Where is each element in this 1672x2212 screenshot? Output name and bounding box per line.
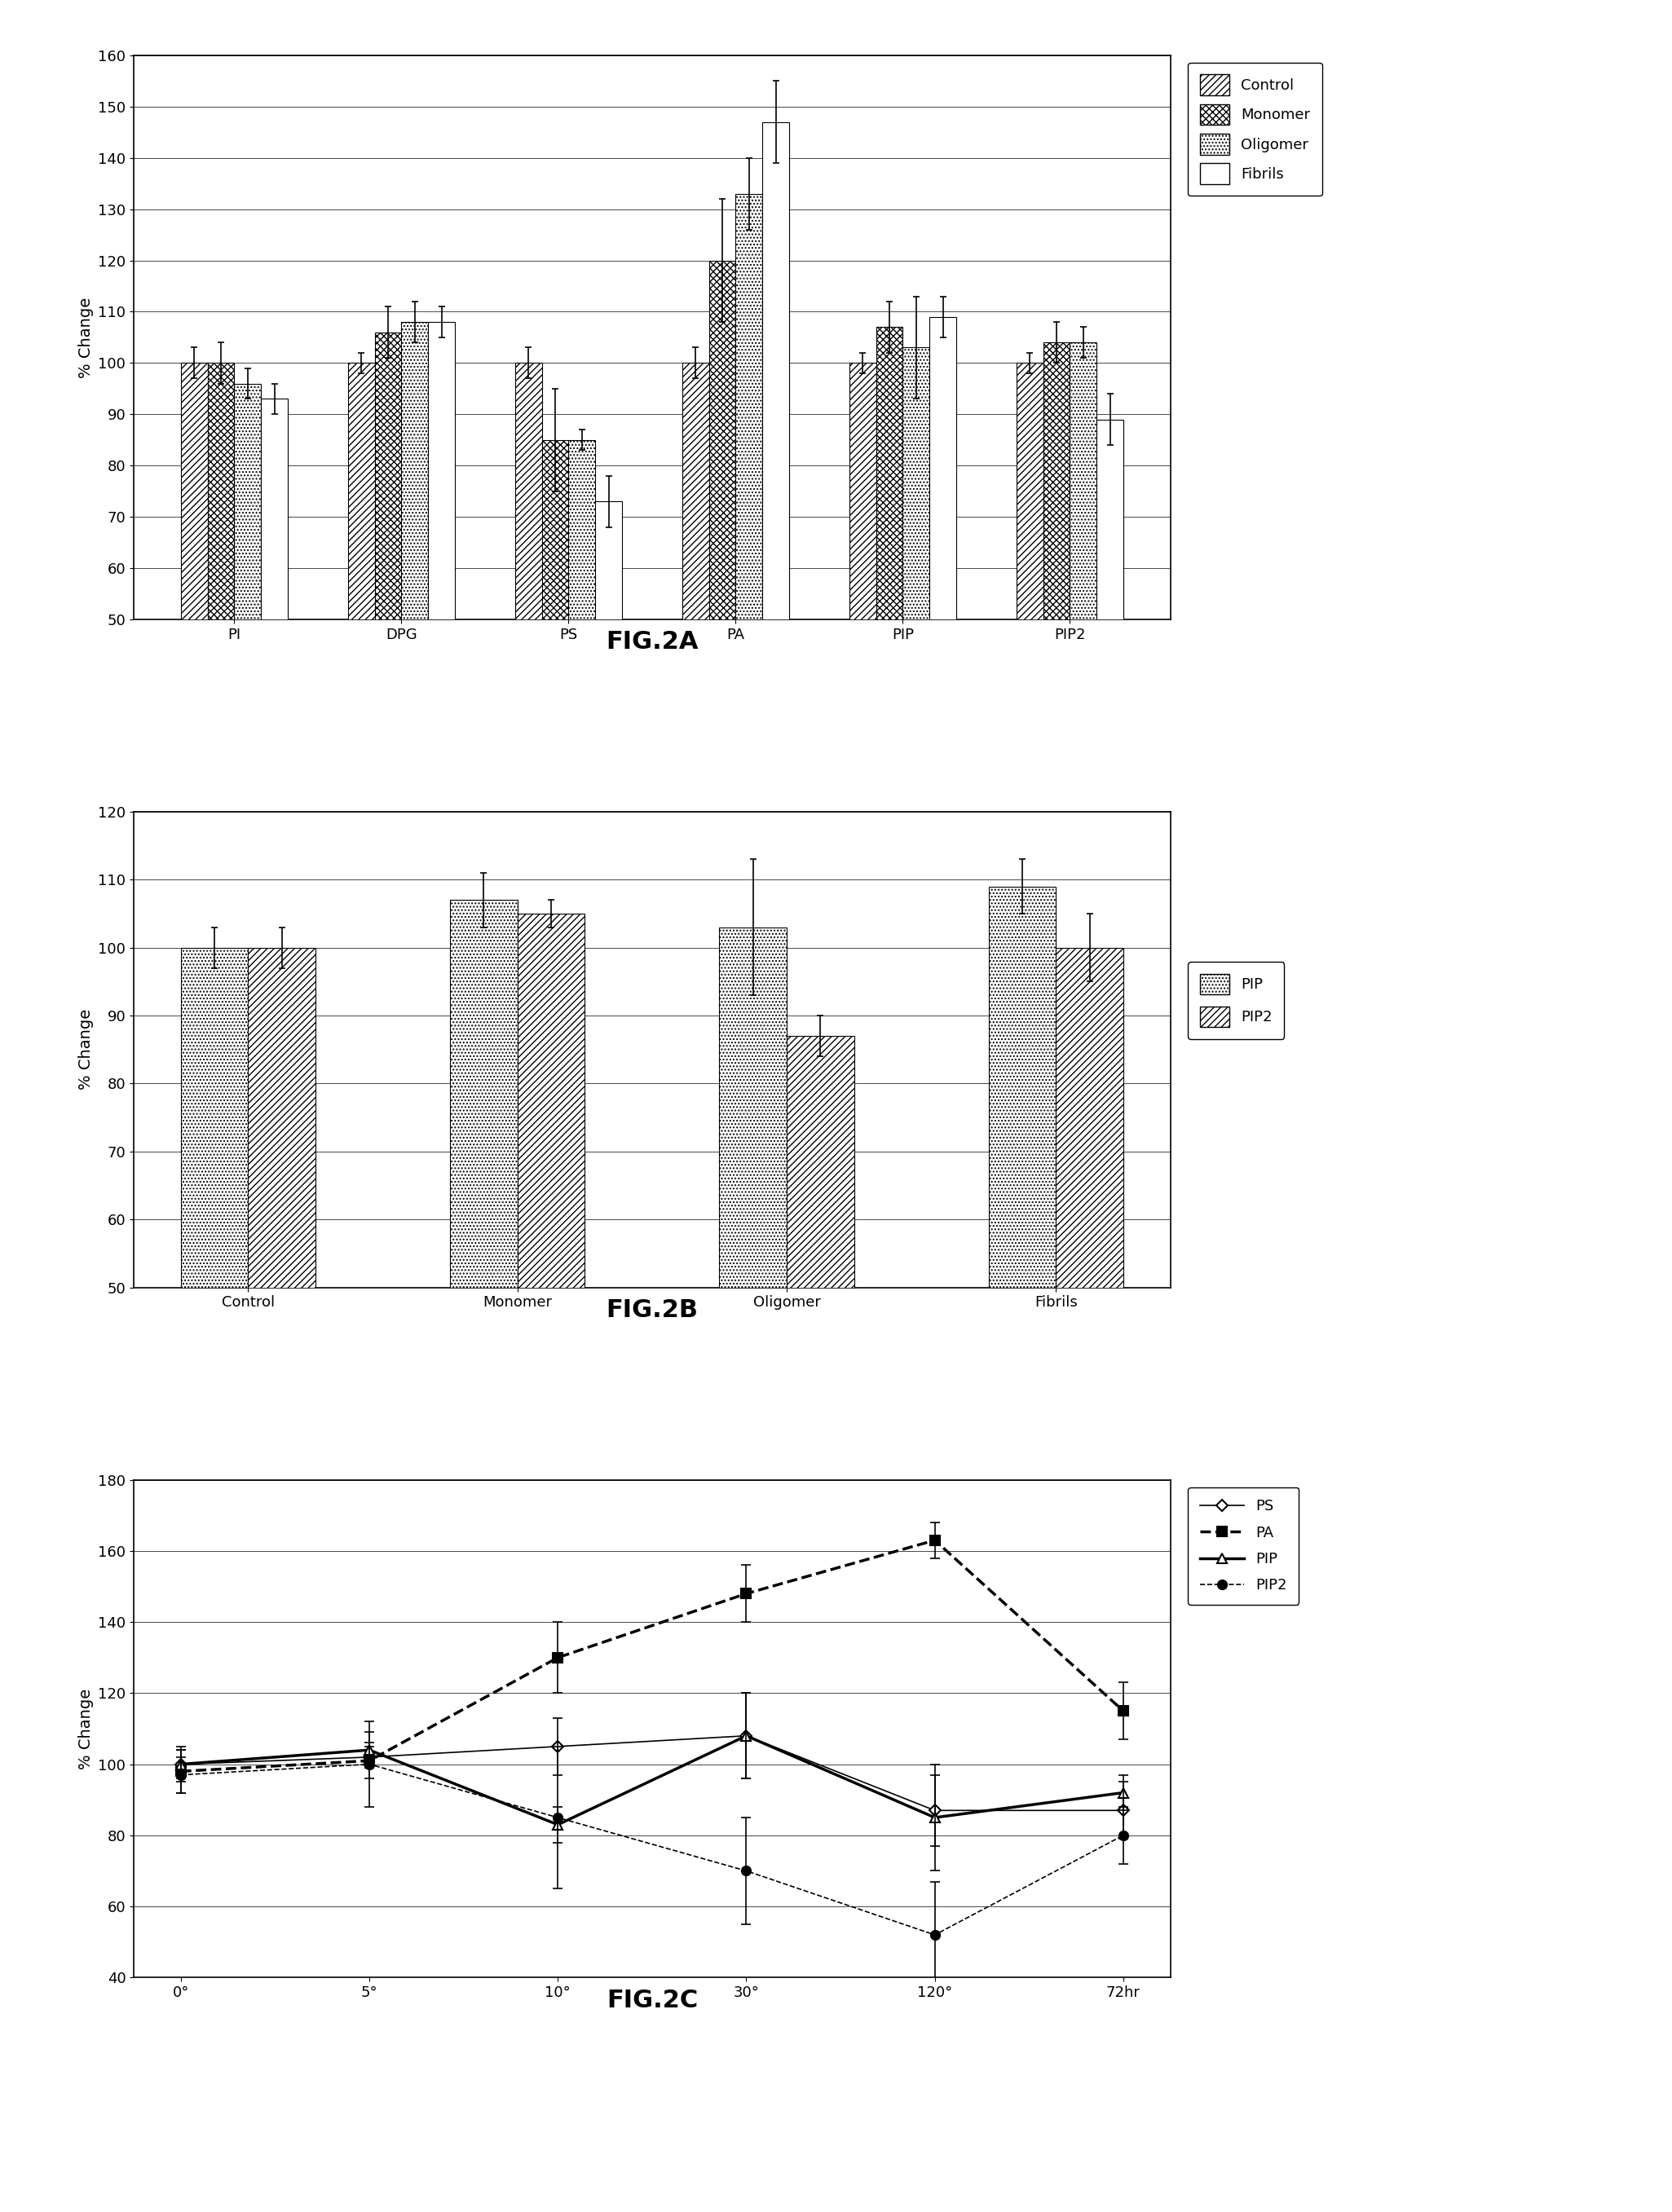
Y-axis label: % Change: % Change — [79, 296, 94, 378]
Bar — [719, 927, 788, 1628]
Bar — [930, 316, 956, 876]
Bar — [682, 363, 709, 876]
Bar — [542, 440, 568, 876]
Bar — [568, 440, 595, 876]
Bar — [450, 900, 517, 1628]
Line: PIP2: PIP2 — [176, 1761, 1129, 1940]
Legend: Control, Monomer, Oligomer, Fibrils: Control, Monomer, Oligomer, Fibrils — [1189, 62, 1323, 197]
PIP2 — [171, 1761, 191, 1787]
Bar — [247, 947, 316, 1628]
Bar — [181, 363, 207, 876]
Bar — [1070, 343, 1097, 876]
Bar — [234, 383, 261, 876]
Line: PA: PA — [176, 1535, 1129, 1776]
Bar — [849, 363, 876, 876]
Bar — [1043, 343, 1070, 876]
PA — [171, 1759, 191, 1785]
Legend: PS, PA, PIP, PIP2: PS, PA, PIP, PIP2 — [1189, 1486, 1299, 1604]
Y-axis label: % Change: % Change — [79, 1009, 94, 1091]
Bar — [736, 195, 762, 876]
PIP — [171, 1752, 191, 1778]
PIP2 — [736, 1858, 756, 1885]
PA — [736, 1579, 756, 1606]
Bar — [876, 327, 903, 876]
Bar — [903, 347, 930, 876]
PIP2 — [925, 1922, 945, 1949]
Line: PS: PS — [177, 1732, 1127, 1814]
PA — [1114, 1697, 1134, 1723]
PA — [925, 1526, 945, 1553]
Text: FIG.2C: FIG.2C — [607, 1989, 697, 2013]
Y-axis label: % Change: % Change — [79, 1688, 94, 1770]
PS — [925, 1796, 945, 1823]
Bar — [261, 398, 288, 876]
PIP — [736, 1723, 756, 1750]
Bar — [375, 332, 401, 876]
Bar — [515, 363, 542, 876]
Text: FIG.2B: FIG.2B — [605, 1298, 699, 1323]
Bar — [988, 887, 1057, 1628]
PIP2 — [1114, 1823, 1134, 1849]
PIP — [925, 1805, 945, 1832]
Bar — [709, 261, 736, 876]
Bar — [762, 122, 789, 876]
Bar — [207, 363, 234, 876]
Bar — [401, 323, 428, 876]
PS — [736, 1723, 756, 1750]
Bar — [788, 1035, 854, 1628]
Bar — [181, 947, 247, 1628]
Bar — [1097, 420, 1124, 876]
Text: FIG.2A: FIG.2A — [605, 630, 699, 655]
PA — [548, 1644, 568, 1670]
PIP2 — [548, 1805, 568, 1832]
PS — [171, 1752, 191, 1778]
PS — [548, 1734, 568, 1761]
Bar — [348, 363, 375, 876]
PIP — [359, 1736, 380, 1763]
PA — [359, 1747, 380, 1774]
Bar — [1057, 947, 1124, 1628]
Bar — [517, 914, 585, 1628]
PS — [359, 1743, 380, 1770]
Bar — [428, 323, 455, 876]
Bar — [1017, 363, 1043, 876]
Line: PIP: PIP — [176, 1732, 1129, 1829]
PIP — [1114, 1778, 1134, 1805]
PIP2 — [359, 1752, 380, 1778]
Bar — [595, 502, 622, 876]
Legend: PIP, PIP2: PIP, PIP2 — [1189, 962, 1284, 1040]
PS — [1114, 1796, 1134, 1823]
PIP — [548, 1812, 568, 1838]
